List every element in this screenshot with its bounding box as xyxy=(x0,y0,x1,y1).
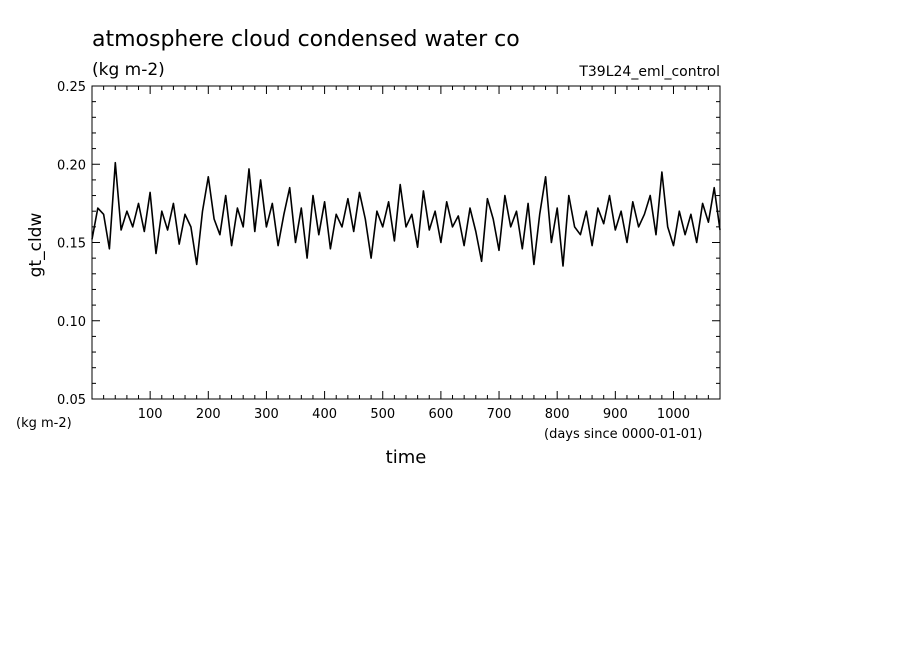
series-line xyxy=(91,161,721,267)
chart-units-label: (kg m-2) xyxy=(92,60,165,80)
x-tick-label: 1000 xyxy=(657,407,690,422)
x-tick-label: 500 xyxy=(370,407,395,422)
x-axis-units: (days since 0000-01-01) xyxy=(544,427,702,442)
x-tick-label: 600 xyxy=(428,407,453,422)
x-tick-label: 800 xyxy=(545,407,570,422)
y-axis-units: (kg m-2) xyxy=(16,416,72,431)
x-tick-label: 700 xyxy=(487,407,512,422)
x-tick-label: 100 xyxy=(138,407,163,422)
y-axis-title: gt_cldw xyxy=(26,213,46,278)
y-tick-label: 0.20 xyxy=(57,158,86,173)
x-tick-label: 300 xyxy=(254,407,279,422)
y-axis-ticks xyxy=(92,101,720,384)
x-tick-label: 900 xyxy=(603,407,628,422)
x-axis-title: time xyxy=(386,447,427,468)
y-tick-label: 0.10 xyxy=(57,315,86,330)
x-tick-label: 200 xyxy=(196,407,221,422)
y-tick-label: 0.15 xyxy=(57,237,86,252)
chart-title: atmosphere cloud condensed water co xyxy=(92,27,520,52)
y-axis-tick-labels: 0.05 0.10 0.15 0.20 0.25 xyxy=(57,80,86,408)
x-axis-ticks xyxy=(103,86,709,399)
x-tick-label: 400 xyxy=(312,407,337,422)
x-axis-tick-labels: 100 200 300 400 500 600 700 800 900 1000 xyxy=(138,407,690,422)
y-tick-label: 0.25 xyxy=(57,80,86,95)
y-tick-label: 0.05 xyxy=(57,393,86,408)
run-label: T39L24_eml_control xyxy=(578,64,720,80)
plot-frame xyxy=(91,85,721,400)
